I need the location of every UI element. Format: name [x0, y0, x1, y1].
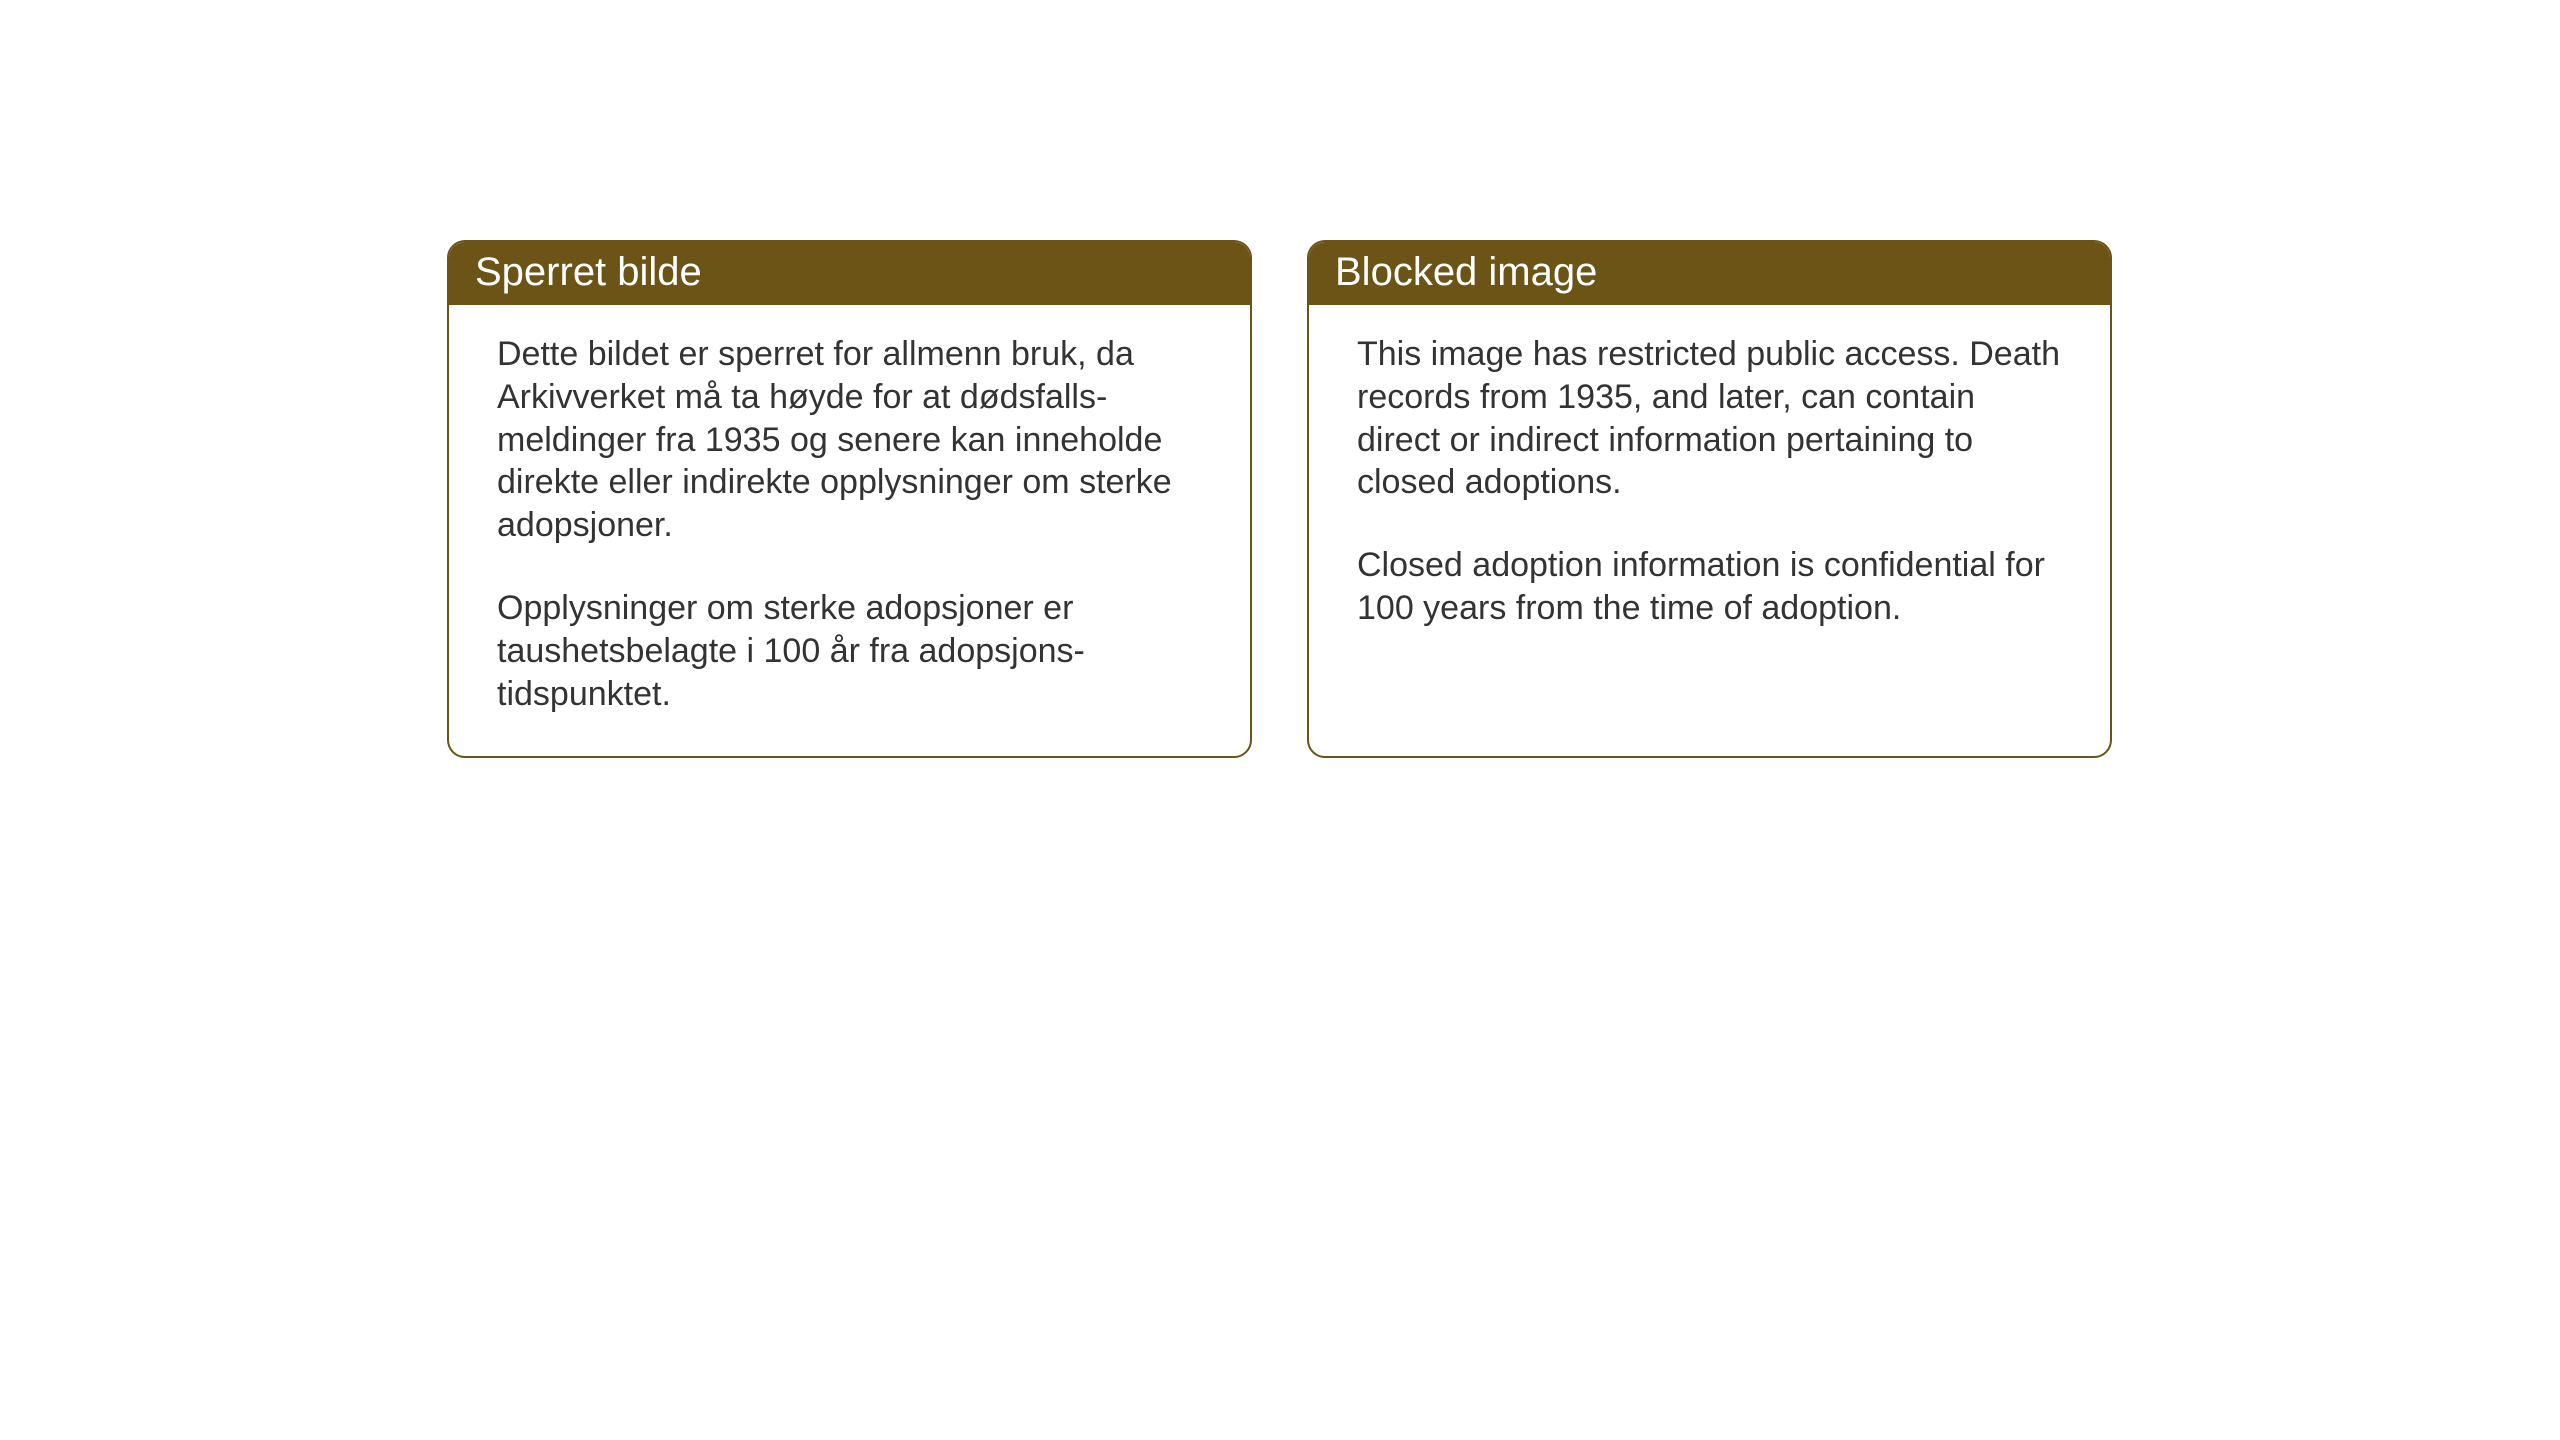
norwegian-card-title: Sperret bilde	[449, 242, 1250, 305]
notice-container: Sperret bilde Dette bildet er sperret fo…	[447, 240, 2112, 758]
english-paragraph-1: This image has restricted public access.…	[1357, 333, 2062, 504]
norwegian-notice-card: Sperret bilde Dette bildet er sperret fo…	[447, 240, 1252, 758]
english-notice-card: Blocked image This image has restricted …	[1307, 240, 2112, 758]
english-paragraph-2: Closed adoption information is confident…	[1357, 544, 2062, 630]
english-card-title: Blocked image	[1309, 242, 2110, 305]
norwegian-paragraph-2: Opplysninger om sterke adopsjoner er tau…	[497, 587, 1202, 715]
norwegian-card-body: Dette bildet er sperret for allmenn bruk…	[449, 305, 1250, 756]
norwegian-paragraph-1: Dette bildet er sperret for allmenn bruk…	[497, 333, 1202, 547]
english-card-body: This image has restricted public access.…	[1309, 305, 2110, 745]
